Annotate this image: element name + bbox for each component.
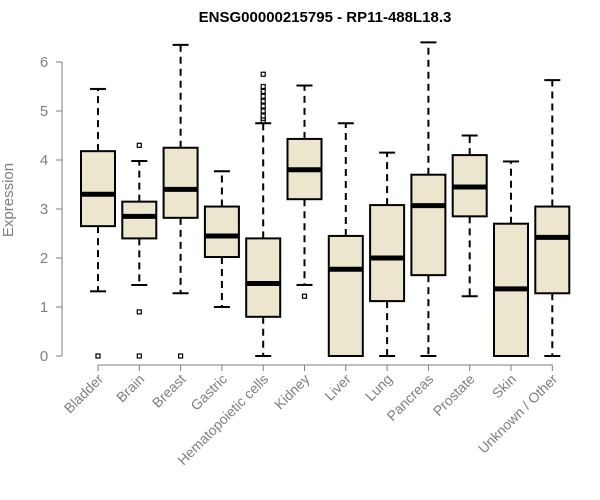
outlier-point	[260, 88, 266, 95]
x-tick-label: Bladder	[61, 371, 107, 417]
box-breast	[162, 43, 199, 359]
outlier-point	[136, 309, 142, 315]
boxes-group	[80, 41, 571, 359]
outlier-point	[260, 93, 266, 99]
outlier-point	[260, 108, 266, 114]
outlier-point	[301, 293, 308, 299]
x-tick-label: Breast	[149, 371, 189, 411]
outlier-point	[136, 142, 142, 148]
outlier-point	[260, 71, 266, 77]
iqr-box	[410, 173, 447, 277]
x-tick-label: Lung	[362, 371, 395, 404]
outlier-point	[95, 353, 101, 359]
x-tick-label: Skin	[489, 371, 520, 402]
box-hematopoietic-cells	[245, 71, 282, 357]
chart-title: ENSG00000215795 - RP11-488L18.3	[199, 9, 452, 26]
iqr-box	[121, 200, 158, 240]
y-tick-label: 3	[40, 201, 48, 218]
y-tick-label: 6	[40, 54, 48, 71]
box-unknown-other	[534, 79, 571, 357]
y-tick-label: 4	[40, 152, 48, 169]
box-skin	[493, 160, 529, 357]
y-tick-label: 1	[40, 299, 48, 316]
y-axis: 0 1 2 3 4 5 6	[40, 54, 63, 365]
y-tick-label: 0	[40, 348, 48, 365]
y-tick-label: 2	[40, 250, 48, 267]
iqr-box	[369, 204, 406, 303]
x-tick-label: Kidney	[271, 371, 313, 413]
box-bladder	[80, 87, 116, 359]
box-prostate	[451, 134, 488, 298]
y-axis-label: Expression	[0, 163, 17, 237]
iqr-box	[80, 150, 116, 228]
box-lung	[369, 151, 406, 357]
outlier-point	[260, 98, 266, 104]
iqr-box	[327, 234, 364, 357]
outlier-point	[178, 353, 184, 359]
y-tick-label: 5	[40, 103, 48, 120]
x-tick-label: Brain	[113, 371, 147, 405]
iqr-box	[534, 205, 571, 295]
x-tick-label: Prostate	[430, 371, 478, 419]
outlier-point	[260, 83, 266, 90]
box-liver	[327, 122, 364, 357]
iqr-box	[245, 237, 282, 318]
x-tick-label: Liver	[321, 371, 354, 404]
outlier-point	[260, 113, 266, 119]
iqr-box	[162, 146, 199, 219]
outlier-point	[260, 103, 266, 109]
outlier-point	[136, 353, 142, 359]
box-pancreas	[410, 41, 447, 357]
box-kidney	[286, 84, 323, 299]
iqr-box	[203, 205, 240, 259]
box-gastric	[203, 170, 240, 308]
box-brain	[121, 142, 158, 359]
